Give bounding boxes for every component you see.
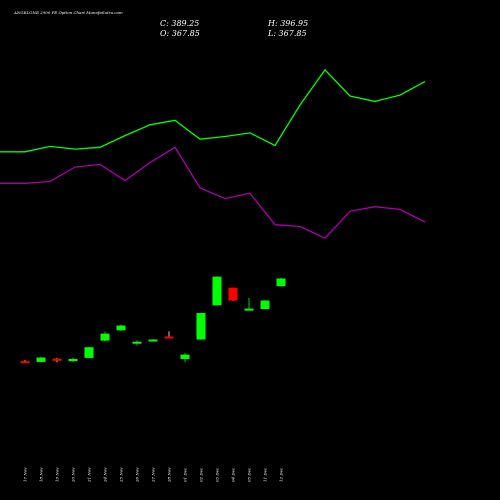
green-indicator-line bbox=[0, 68, 426, 153]
candle-body bbox=[276, 278, 286, 287]
low-value: L: 367.85 bbox=[267, 29, 307, 38]
candle-10 bbox=[180, 353, 190, 363]
candle-13 bbox=[228, 287, 238, 301]
candle-body bbox=[228, 287, 238, 301]
open-value: O: 367.85 bbox=[160, 29, 200, 38]
x-tick-label: 11 Dec bbox=[263, 467, 268, 482]
candle-body bbox=[148, 339, 158, 342]
x-tick-label: 18 Nov bbox=[39, 467, 44, 482]
x-tick-label: 05 Dec bbox=[247, 467, 252, 482]
candle-body bbox=[212, 276, 222, 306]
candle-body bbox=[68, 358, 78, 362]
candle-body bbox=[36, 357, 46, 362]
candle-body bbox=[260, 300, 270, 310]
candle-body bbox=[20, 361, 30, 364]
candle-12 bbox=[212, 276, 222, 306]
close-value: C: 389.25 bbox=[160, 19, 199, 28]
x-axis-ticks: 17 Nov 18 Nov 19 Nov 20 Nov 21 Nov 24 Nov 25 N… bbox=[23, 467, 284, 483]
x-tick-label: 19 Nov bbox=[55, 467, 60, 482]
x-tick-label: 12 Dec bbox=[279, 467, 284, 482]
candle-9 bbox=[164, 331, 174, 339]
x-tick-label: 17 Nov bbox=[23, 467, 28, 482]
indicator-lines bbox=[0, 68, 426, 239]
candle-body bbox=[196, 313, 206, 340]
candle-body bbox=[116, 325, 126, 331]
x-tick-label: 27 Nov bbox=[151, 467, 156, 483]
candle-15 bbox=[260, 299, 270, 310]
x-tick-label: 25 Nov bbox=[119, 467, 124, 483]
candle-body bbox=[132, 341, 142, 344]
candle-body bbox=[52, 358, 62, 361]
chart-title: ANGELONE 2900 PE Option Chart MunafaSutr… bbox=[13, 10, 123, 15]
candle-16 bbox=[276, 277, 286, 287]
candle-7 bbox=[132, 340, 142, 346]
x-tick-label: 21 Nov bbox=[87, 467, 92, 483]
candle-14 bbox=[244, 297, 254, 311]
x-tick-label: 01 Dec bbox=[183, 467, 188, 482]
candlestick-series bbox=[20, 276, 286, 364]
candle-1 bbox=[36, 356, 46, 363]
x-tick-label: 24 Nov bbox=[103, 467, 108, 483]
x-tick-label: 20 Nov bbox=[71, 467, 76, 483]
high-value: H: 396.95 bbox=[267, 19, 308, 28]
candle-11 bbox=[196, 312, 206, 340]
candle-8 bbox=[148, 339, 158, 342]
candle-body bbox=[244, 308, 254, 311]
candle-5 bbox=[100, 331, 110, 342]
candle-body bbox=[164, 336, 174, 339]
candle-body bbox=[100, 333, 110, 341]
magenta-indicator-line bbox=[0, 146, 426, 239]
x-tick-label: 26 Nov bbox=[135, 467, 140, 483]
x-tick-label: 28 Nov bbox=[167, 467, 172, 483]
x-tick-label: 04 Dec bbox=[231, 467, 236, 482]
candle-3 bbox=[68, 357, 78, 362]
x-tick-label: 03 Dec bbox=[215, 467, 220, 482]
candle-body bbox=[84, 347, 94, 358]
candle-body bbox=[180, 354, 190, 359]
candle-4 bbox=[84, 346, 94, 358]
candle-6 bbox=[116, 324, 126, 331]
candle-2 bbox=[52, 357, 62, 363]
candle-0 bbox=[20, 360, 30, 364]
x-tick-label: 02 Dec bbox=[199, 467, 204, 482]
